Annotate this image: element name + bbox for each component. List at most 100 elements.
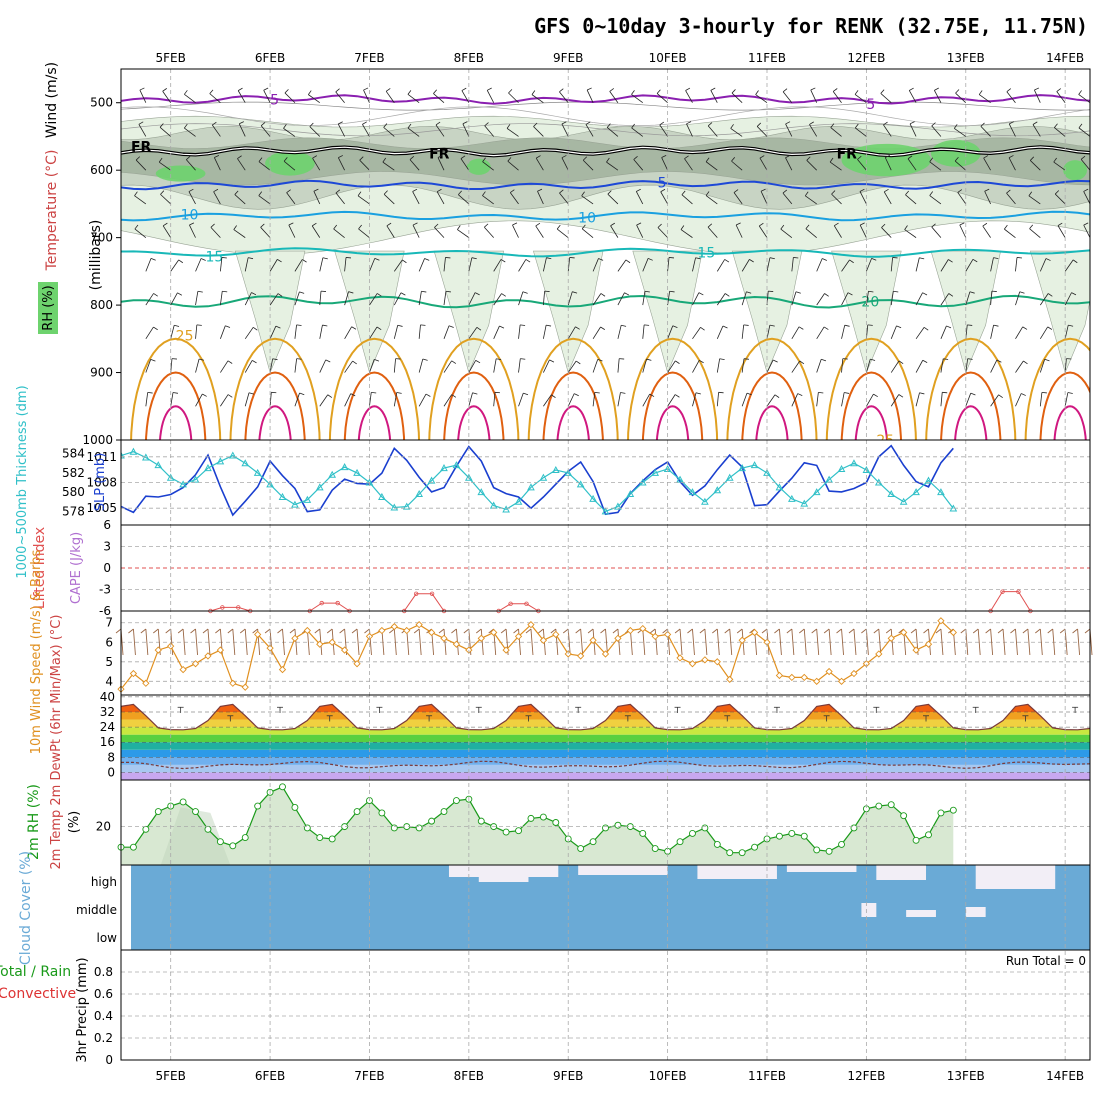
upper-ytick-label: 1000 (82, 433, 113, 447)
thickness-point (278, 492, 287, 500)
upper-wind-barb (741, 259, 750, 272)
upper-wind-barb-flag (239, 121, 244, 125)
wind10-barb (282, 628, 285, 656)
upper-wind-barb-flag (501, 293, 506, 297)
upper-wind-barb-flag (288, 222, 294, 226)
upper-wind-barb-flag (844, 324, 850, 327)
upper-wind-barb-flag (186, 156, 191, 160)
wind10-barb-flag (587, 628, 594, 634)
rh2m-point (949, 806, 957, 814)
upper-wind-barb (344, 291, 349, 306)
upper-wind-barb-flag (374, 258, 380, 261)
thickness-point (415, 490, 423, 498)
upper-wind-barb-flag (782, 88, 788, 93)
upper-wind-barb (507, 160, 519, 171)
upper-wind-barb (358, 228, 370, 238)
temp2m-band (121, 757, 1090, 765)
wind10-barb (170, 628, 174, 656)
wind10-barb-flag (339, 628, 345, 634)
upper-wind-barb-flag (1004, 224, 1008, 230)
precip-ytick-label: 0.6 (94, 987, 113, 1001)
upper-wind-barb (244, 360, 253, 373)
upper-wind-barb-flag (705, 191, 710, 196)
upper-wind-barb (311, 225, 321, 238)
upper-wind-barb (138, 124, 147, 137)
upper-wind-barb (635, 191, 644, 205)
upper-wind-barb (188, 191, 196, 205)
upper-wind-barb-flag (600, 293, 606, 297)
upper-wind-barb (220, 394, 229, 407)
rh2m-point (515, 827, 522, 835)
upper-wind-barb (460, 158, 470, 171)
upper-wind-barb-flag (957, 189, 963, 193)
upper-wind-barb (642, 324, 645, 339)
upper-wind-barb-flag (948, 293, 954, 297)
upper-wind-barb-flag (1083, 188, 1089, 192)
wind10-barb-flag (935, 628, 942, 634)
upper-wind-barb-flag (172, 392, 179, 394)
thickness-point (121, 451, 125, 459)
upper-wind-barb-flag (299, 291, 305, 294)
upper-wind-barb-flag (854, 123, 859, 129)
upper-wind-barb (859, 224, 867, 238)
upper-wind-barb-flag (383, 123, 388, 128)
wind10-barb-flag (687, 628, 693, 634)
upper-wind-barb (581, 195, 594, 205)
upper-wind-barb (859, 191, 867, 205)
wind10-barb-flag (389, 628, 395, 634)
upper-wind-barb-flag (695, 257, 701, 260)
upper-wind-barb (741, 393, 748, 407)
upper-wind-barb-flag (710, 87, 716, 91)
wind10-point (949, 628, 957, 637)
upper-wind-barb-flag (631, 90, 635, 95)
temp2m-ylabel: 2m Temp 2m DewPt (6hr Min/Max) (°C) (49, 615, 64, 870)
rh2m-point (925, 831, 932, 839)
upper-wind-barb-flag (283, 157, 288, 162)
upper-wind-barb (535, 157, 544, 171)
day-label-bottom: 6FEB (255, 1069, 285, 1083)
upper-wind-barb (369, 392, 372, 407)
upper-wind-barb (535, 225, 544, 238)
upper-wind-barb (705, 161, 718, 171)
rh2m-point (738, 849, 746, 857)
upper-wind-barb (805, 195, 817, 205)
wind10-barb (977, 628, 981, 656)
upper-wind-barb (692, 292, 700, 306)
upper-wind-barb-flag (512, 222, 518, 226)
upper-wind-barb-flag (873, 393, 878, 398)
lifted-index-point (335, 600, 340, 606)
thickness-point (452, 461, 461, 469)
isotherm-warm (641, 371, 704, 440)
precip-ytick-label: 0.2 (94, 1031, 113, 1045)
upper-wind-barb (443, 325, 450, 339)
upper-wind-barb-flag (409, 156, 415, 160)
upper-wind-barb (335, 91, 345, 103)
upper-wind-barb-flag (311, 222, 317, 227)
upper-wind-barb (1006, 91, 1016, 103)
upper-wind-barb-flag (147, 391, 153, 394)
wind10-barb (1039, 628, 1043, 656)
wind10-barb-flag (351, 628, 358, 634)
upper-wind-barb-flag (656, 89, 661, 94)
upper-wind-barb-flag (970, 392, 976, 396)
upper-wind-barb (418, 393, 427, 407)
upper-wind-barb (233, 229, 246, 238)
upper-wind-barb-flag (150, 257, 156, 261)
upper-wind-barb (294, 324, 297, 339)
wind10-point (241, 683, 249, 691)
upper-wind-barb (980, 126, 991, 137)
upper-wind-barb (791, 291, 797, 306)
day-label-top: 14FEB (1046, 51, 1084, 65)
upper-wind-barb (1054, 127, 1066, 137)
wind10-barb (294, 628, 298, 656)
thickness-ytick-label: 578 (62, 504, 85, 518)
wind10-barb-flag (525, 628, 532, 634)
upper-wind-barb (1064, 325, 1069, 339)
wind10-barb-flag (699, 628, 706, 634)
upper-wind-barb-flag (1092, 291, 1097, 292)
wind10-point (651, 632, 659, 641)
day-label-top: 10FEB (649, 51, 687, 65)
upper-wind-barb-flag (299, 392, 305, 396)
temp2m-ytick-label: 32 (100, 705, 115, 719)
thickness-point (465, 473, 473, 481)
